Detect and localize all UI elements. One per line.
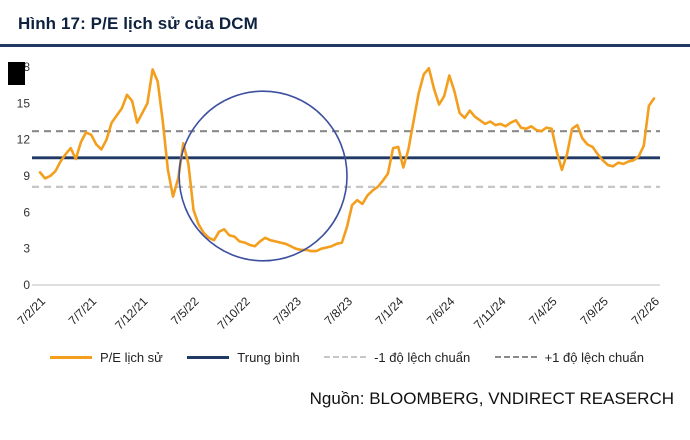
source-note: Nguồn: BLOOMBERG, VNDIRECT REASERCH [309,389,674,408]
figure-title: Hình 17: P/E lịch sử của DCM [18,14,258,33]
x-tick-label: 7/5/22 [168,294,202,328]
black-marker-bar [8,62,25,85]
legend-item: Trung bình [187,349,300,365]
x-tick-label: 7/10/22 [215,294,253,332]
x-tick-label: 7/4/25 [526,294,560,328]
y-tick-label: 3 [23,242,30,256]
y-tick-label: 6 [23,205,30,219]
legend-swatch-dashed [494,356,537,358]
pe-history-chart: 03691215187/2/217/7/217/12/217/5/227/10/… [15,60,663,332]
x-tick-label: 7/11/24 [471,294,509,332]
legend: P/E lịch sử Trung bình -1 độ lệch chuẩn +1 … [0,347,690,367]
x-tick-label: 7/12/21 [112,294,150,332]
legend-item: +1 độ lệch chuẩn [494,349,644,365]
x-tick-label: 7/2/21 [15,294,49,328]
x-tick-label: 7/1/24 [373,294,407,328]
legend-swatch-solid [50,355,92,359]
legend-swatch-solid [187,355,230,359]
legend-item: P/E lịch sử [50,350,163,365]
legend-label: P/E lịch sử [100,349,163,365]
x-tick-label: 7/9/25 [577,294,611,328]
highlight-circle [178,90,348,262]
x-tick-label: 7/7/21 [66,294,100,328]
x-tick-label: 7/6/24 [424,294,458,328]
y-tick-label: 12 [17,133,31,147]
legend-swatch-dashed [324,356,367,358]
legend-item: -1 độ lệch chuẩn [324,350,470,365]
y-tick-label: 9 [23,169,30,183]
x-tick-label: 7/2/26 [629,294,663,328]
figure-header: Hình 17: P/E lịch sử của DCM [0,0,690,44]
y-tick-label: 0 [23,278,30,292]
legend-label: Trung bình [237,349,300,365]
legend-label: +1 độ lệch chuẩn [544,349,644,365]
x-tick-label: 7/3/23 [270,294,304,328]
legend-label: -1 độ lệch chuẩn [374,349,471,365]
pe-series-line [38,66,656,253]
title-divider [0,44,690,47]
y-tick-label: 15 [17,96,31,110]
x-tick-label: 7/8/23 [322,294,356,328]
